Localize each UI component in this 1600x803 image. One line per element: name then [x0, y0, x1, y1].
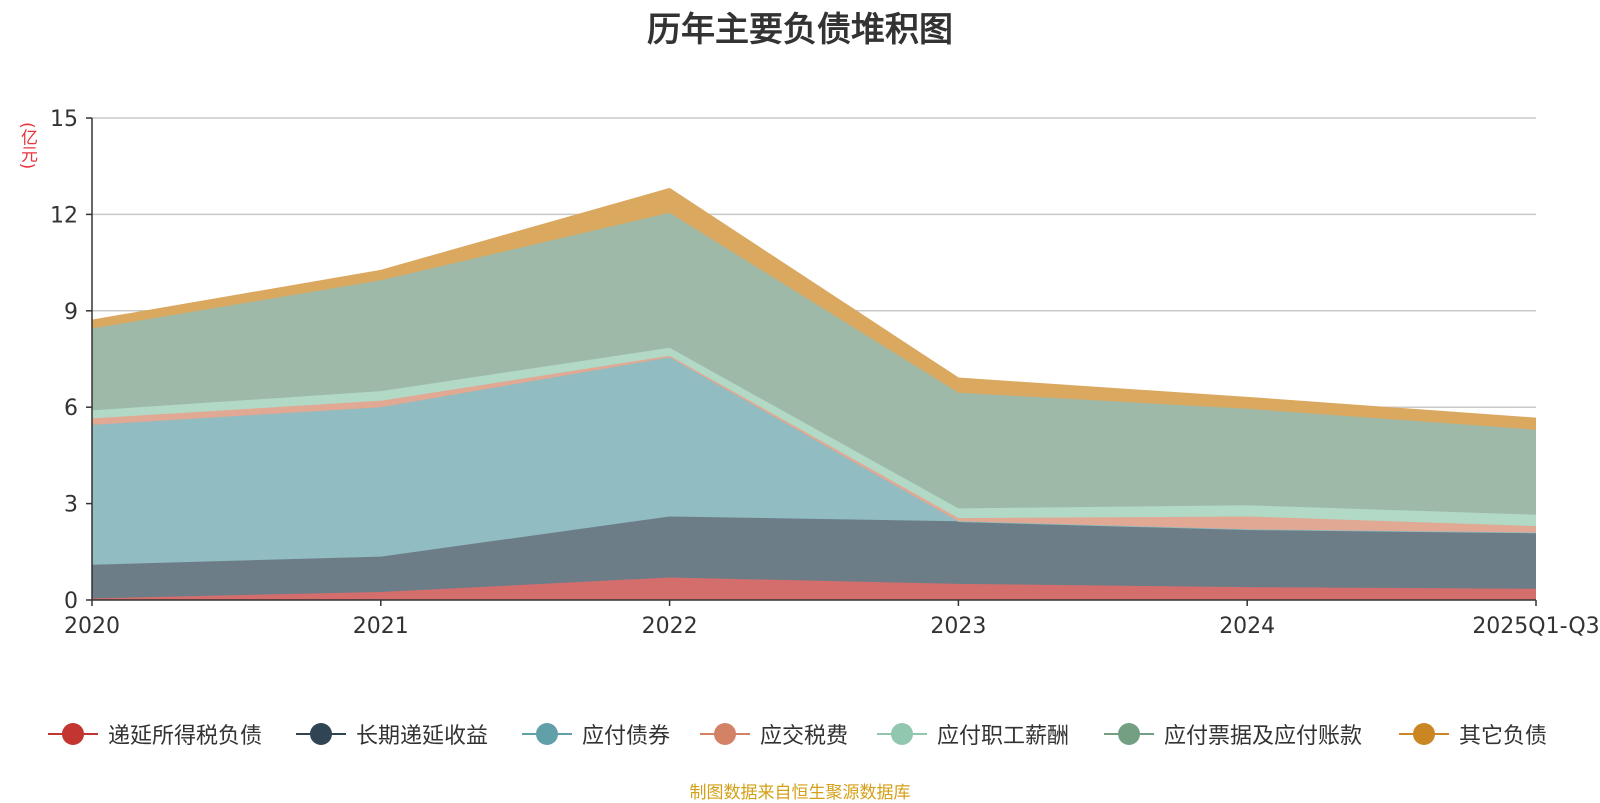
legend-item[interactable]: 应付债券 [522, 716, 670, 752]
chart-title: 历年主要负债堆积图 [647, 10, 953, 50]
legend: 递延所得税负债 长期递延收益 应付债券 应交税费 应付职工薪酬 应付票据及应付账款 其它负债 [0, 716, 1600, 752]
x-tick-label: 2021 [353, 614, 409, 639]
x-tick-label: 2023 [930, 614, 986, 639]
legend-marker-icon [877, 716, 927, 752]
legend-item[interactable]: 其它负债 [1399, 716, 1547, 752]
legend-marker-icon [522, 716, 572, 752]
area-layer [91, 187, 1537, 600]
y-tick-label: 3 [64, 493, 78, 518]
x-tick-label: 2020 [64, 614, 120, 639]
series-line-6 [91, 187, 1537, 420]
legend-label: 长期递延收益 [356, 724, 489, 749]
legend-marker-icon [1399, 716, 1449, 752]
legend-label: 应付票据及应付账款 [1164, 724, 1363, 749]
legend-marker-icon [48, 716, 98, 752]
y-tick-label: 12 [50, 203, 78, 228]
legend-item[interactable]: 应交税费 [700, 716, 848, 752]
legend-marker-icon [296, 716, 346, 752]
legend-item[interactable]: 长期递延收益 [296, 716, 488, 752]
source-note: 制图数据来自恒生聚源数据库 [689, 783, 911, 803]
x-tick-label: 2025Q1-Q3 [1472, 614, 1599, 639]
legend-label: 应交税费 [760, 724, 849, 749]
area-series-0 [92, 577, 1536, 600]
y-tick-label: 9 [64, 300, 78, 325]
legend-marker-icon [700, 716, 750, 752]
legend-label: 其它负债 [1459, 724, 1548, 749]
tick-labels: 0 3 6 9 12 15 2020 2021 2022 2023 2024 2025Q1-Q3 [50, 107, 1600, 639]
area-series-5 [92, 212, 1536, 515]
y-axis-unit-label: (亿元) [17, 122, 37, 170]
stacked-area-chart: 0 3 6 9 12 15 2020 2021 2022 2023 2024 2025Q1-Q3 [50, 107, 1600, 639]
legend-label: 递延所得税负债 [108, 724, 263, 749]
x-tick-label: 2024 [1219, 614, 1275, 639]
legend-item[interactable]: 递延所得税负债 [48, 716, 262, 752]
area-series-1 [92, 516, 1536, 599]
legend-item[interactable]: 应付票据及应付账款 [1104, 716, 1362, 752]
legend-marker-icon [1104, 716, 1154, 752]
axes [91, 118, 1536, 601]
legend-label: 应付职工薪酬 [937, 724, 1070, 749]
x-tick-label: 2022 [642, 614, 698, 639]
legend-item[interactable]: 应付职工薪酬 [877, 716, 1069, 752]
y-tick-label: 15 [50, 107, 78, 132]
y-tick-label: 0 [64, 589, 78, 614]
legend-label: 应付债券 [582, 724, 671, 749]
area-series-2 [92, 357, 1536, 565]
y-tick-label: 6 [64, 396, 78, 421]
